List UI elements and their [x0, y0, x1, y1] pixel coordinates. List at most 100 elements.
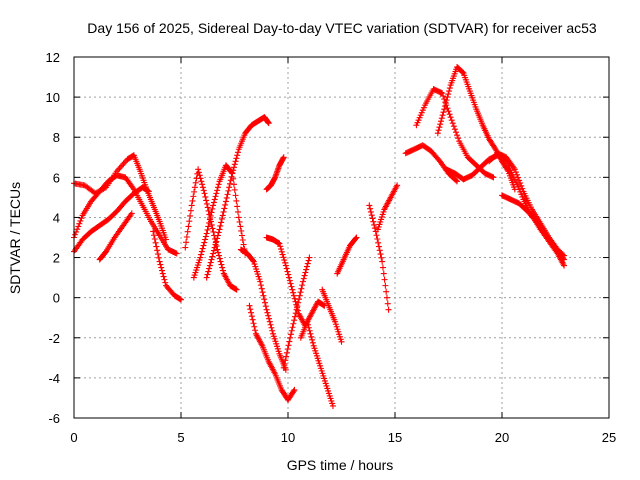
data-point	[519, 185, 526, 192]
data-point	[203, 274, 210, 281]
data-point	[446, 111, 453, 118]
data-point	[290, 388, 297, 395]
data-point	[452, 129, 459, 136]
data-point	[153, 243, 160, 250]
data-point	[214, 235, 221, 242]
data-point	[440, 109, 447, 116]
data-point	[252, 327, 259, 334]
data-point	[371, 221, 378, 228]
series-arc-21	[434, 64, 518, 193]
data-point	[191, 184, 198, 191]
data-point	[455, 135, 462, 142]
data-point	[246, 302, 253, 309]
data-point	[379, 264, 386, 271]
data-point	[282, 259, 289, 266]
data-point	[288, 283, 295, 290]
data-point	[72, 231, 79, 238]
data-point	[222, 198, 229, 205]
data-point	[281, 361, 288, 368]
data-point	[121, 159, 128, 166]
data-point	[383, 294, 390, 301]
data-point	[214, 232, 221, 239]
data-point	[329, 402, 336, 409]
data-point	[159, 267, 166, 274]
data-point	[446, 85, 453, 92]
data-point	[196, 172, 203, 179]
data-point	[215, 249, 222, 256]
data-point	[287, 331, 294, 338]
data-point	[375, 243, 382, 250]
data-point	[299, 278, 306, 285]
data-point	[265, 312, 272, 319]
data-point	[120, 160, 127, 167]
data-point	[225, 187, 232, 194]
data-point	[301, 272, 308, 279]
data-point	[561, 262, 568, 269]
data-point	[449, 120, 456, 127]
data-point	[309, 339, 316, 346]
x-tick-label: 5	[177, 430, 184, 445]
data-point	[154, 247, 161, 254]
data-point	[212, 193, 219, 200]
series-arc-6	[182, 166, 240, 293]
data-point	[250, 320, 257, 327]
data-point	[145, 188, 152, 195]
data-point	[435, 127, 442, 134]
data-point	[490, 174, 497, 181]
data-point	[116, 165, 123, 172]
data-point	[232, 158, 239, 165]
data-point	[205, 223, 212, 230]
y-tick-label: 12	[46, 50, 60, 65]
data-point	[229, 170, 236, 177]
data-point	[220, 208, 227, 215]
y-axis-label: SDTVAR / TECUs	[7, 182, 23, 294]
data-point	[352, 235, 359, 242]
data-point	[128, 210, 135, 217]
data-point	[203, 230, 210, 237]
data-point	[219, 264, 226, 271]
data-point	[209, 253, 216, 260]
y-tick-label: 0	[53, 291, 60, 306]
data-point	[218, 219, 225, 226]
data-point	[157, 261, 164, 268]
data-point	[233, 286, 240, 293]
data-point	[289, 286, 296, 293]
data-point	[454, 132, 461, 139]
data-point	[297, 289, 304, 296]
series-arc-20	[413, 86, 497, 181]
data-point	[517, 180, 524, 187]
data-point	[115, 166, 122, 173]
data-point	[290, 320, 297, 327]
data-point	[434, 130, 441, 137]
data-point	[303, 263, 310, 270]
data-point	[447, 114, 454, 121]
series-arc-4	[96, 210, 135, 263]
data-point	[228, 173, 235, 180]
data-point	[217, 258, 224, 265]
y-tick-label: -4	[48, 371, 60, 386]
data-point	[306, 327, 313, 334]
data-point	[304, 318, 311, 325]
data-point	[210, 228, 217, 235]
data-point	[295, 296, 302, 303]
data-point	[268, 324, 275, 331]
x-tick-label: 0	[70, 430, 77, 445]
data-point	[512, 169, 519, 176]
data-point	[150, 232, 157, 239]
series-arc-8	[203, 114, 272, 281]
data-point	[300, 275, 307, 282]
data-point	[445, 108, 452, 115]
data-point	[211, 244, 218, 251]
data-point	[237, 223, 244, 230]
data-point	[436, 124, 443, 131]
data-point	[260, 292, 267, 299]
data-point	[282, 357, 289, 364]
data-point	[303, 266, 310, 273]
data-point	[370, 218, 377, 225]
data-point	[269, 327, 276, 334]
data-point	[235, 214, 242, 221]
data-point	[214, 184, 221, 191]
x-axis-label: GPS time / hours	[287, 457, 394, 473]
data-point	[308, 333, 315, 340]
